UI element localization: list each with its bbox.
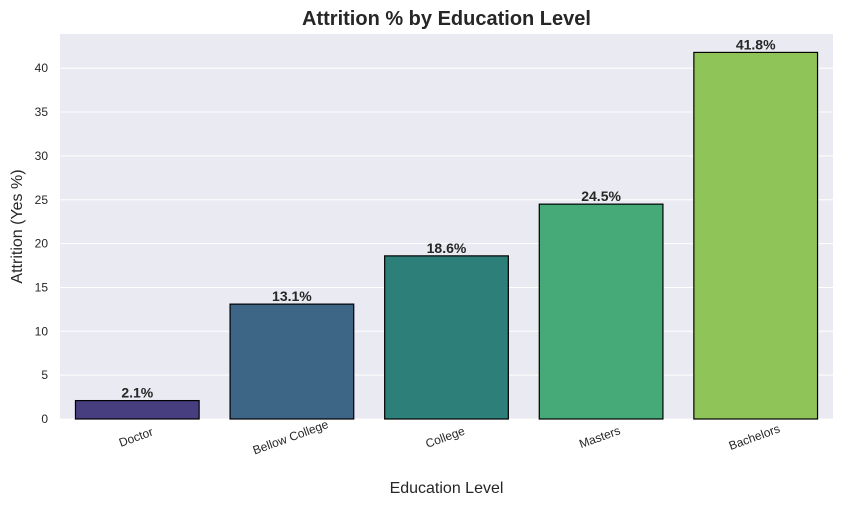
data-label: 2.1%: [121, 385, 153, 401]
x-tick-label: Bellow College: [251, 417, 331, 457]
data-label: 18.6%: [427, 240, 467, 256]
y-tick-label: 40: [35, 61, 49, 75]
data-labels: 2.1% 13.1% 18.6% 24.5% 41.8%: [121, 36, 776, 400]
y-tick-label: 5: [41, 368, 48, 382]
bar-doctor: [74, 399, 200, 420]
y-axis-label: Attrition (Yes %): [9, 169, 26, 283]
bars: [74, 51, 819, 420]
data-label: 41.8%: [736, 36, 776, 52]
y-tick-label: 15: [35, 280, 49, 294]
chart-title: Attrition % by Education Level: [302, 8, 591, 30]
bar-bachelors: [693, 51, 819, 420]
x-tick-label: Masters: [577, 423, 622, 451]
data-label: 24.5%: [581, 188, 621, 204]
data-label: 13.1%: [272, 288, 312, 304]
bar-college: [384, 255, 509, 420]
bar-bellow-college: [229, 303, 355, 420]
y-axis-ticks: 0 5 10 15 20 25 30 35 40: [35, 61, 49, 426]
x-tick-label: College: [424, 424, 467, 451]
x-axis-label: Education Level: [390, 480, 504, 497]
y-tick-label: 0: [41, 412, 48, 426]
y-tick-label: 25: [35, 193, 49, 207]
y-tick-label: 35: [35, 105, 49, 119]
x-tick-label: Bachelors: [727, 422, 782, 453]
x-axis-ticks: Doctor Bellow College College Masters Bachel…: [117, 417, 782, 457]
y-tick-label: 20: [35, 237, 49, 251]
bar-masters: [538, 203, 664, 420]
y-tick-label: 30: [35, 149, 49, 163]
x-tick-label: Doctor: [117, 425, 155, 450]
y-tick-label: 10: [35, 324, 49, 338]
